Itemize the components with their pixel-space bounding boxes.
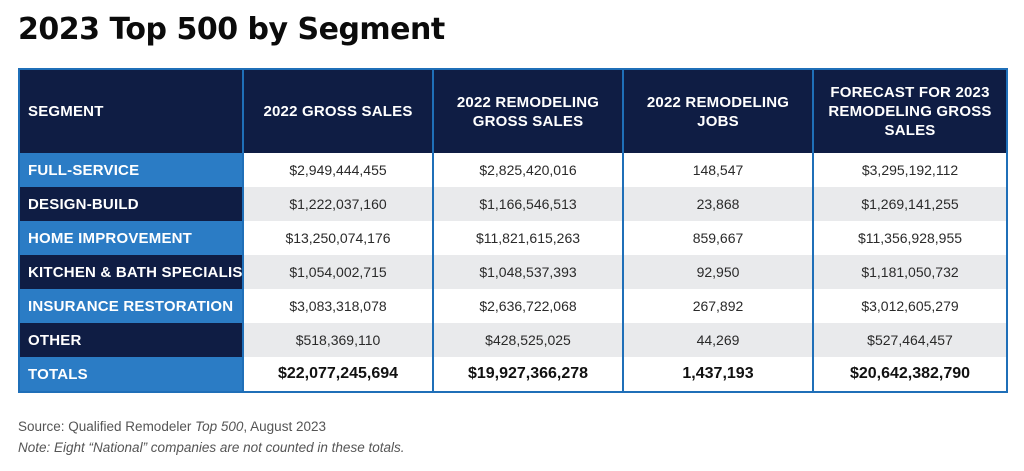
gross-sales-cell: $2,949,444,455	[242, 153, 434, 187]
source-date: , August 2023	[243, 419, 326, 434]
chart-title: 2023 Top 500 by Segment	[18, 12, 445, 47]
remodeling-jobs-cell: 148,547	[622, 153, 814, 187]
column-header-remodeling-jobs: 2022 REMODELING JOBS	[622, 68, 814, 153]
table-row: INSURANCE RESTORATION $3,083,318,078 $2,…	[18, 289, 1008, 323]
table-row: DESIGN-BUILD $1,222,037,160 $1,166,546,5…	[18, 187, 1008, 221]
forecast-cell: $3,295,192,112	[812, 153, 1008, 187]
total-remodeling-jobs-cell: 1,437,193	[622, 357, 814, 393]
forecast-cell: $11,356,928,955	[812, 221, 1008, 255]
column-header-forecast: FORECAST FOR 2023 REMODELING GROSS SALES	[812, 68, 1008, 153]
exclusion-note: Note: Eight “National” companies are not…	[18, 440, 405, 455]
segment-label: FULL-SERVICE	[18, 153, 244, 187]
total-forecast-cell: $20,642,382,790	[812, 357, 1008, 393]
forecast-cell: $1,269,141,255	[812, 187, 1008, 221]
segment-label: HOME IMPROVEMENT	[18, 221, 244, 255]
total-remodeling-sales-cell: $19,927,366,278	[432, 357, 624, 393]
forecast-cell: $1,181,050,732	[812, 255, 1008, 289]
column-header-remodeling-gross-sales: 2022 REMODELING GROSS SALES	[432, 68, 624, 153]
totals-label: TOTALS	[18, 357, 244, 393]
footnotes: Source: Qualified Remodeler Top 500, Aug…	[18, 416, 404, 458]
gross-sales-cell: $1,054,002,715	[242, 255, 434, 289]
table-row: HOME IMPROVEMENT $13,250,074,176 $11,821…	[18, 221, 1008, 255]
source-publication: Top 500	[195, 419, 244, 434]
remodeling-sales-cell: $1,048,537,393	[432, 255, 624, 289]
segment-label: DESIGN-BUILD	[18, 187, 244, 221]
segment-label: OTHER	[18, 323, 244, 357]
source-prefix: Source: Qualified Remodeler	[18, 419, 196, 434]
remodeling-sales-cell: $428,525,025	[432, 323, 624, 357]
table-row: OTHER $518,369,110 $428,525,025 44,269 $…	[18, 323, 1008, 357]
remodeling-jobs-cell: 859,667	[622, 221, 814, 255]
totals-row: TOTALS $22,077,245,694 $19,927,366,278 1…	[18, 357, 1008, 393]
gross-sales-cell: $1,222,037,160	[242, 187, 434, 221]
gross-sales-cell: $3,083,318,078	[242, 289, 434, 323]
remodeling-jobs-cell: 267,892	[622, 289, 814, 323]
remodeling-sales-cell: $2,825,420,016	[432, 153, 624, 187]
column-header-segment: SEGMENT	[18, 68, 244, 153]
segment-table: SEGMENT 2022 GROSS SALES 2022 REMODELING…	[18, 68, 1008, 393]
remodeling-sales-cell: $11,821,615,263	[432, 221, 624, 255]
table-row: KITCHEN & BATH SPECIALIST $1,054,002,715…	[18, 255, 1008, 289]
source-note: Source: Qualified Remodeler Top 500, Aug…	[18, 416, 404, 437]
remodeling-sales-cell: $2,636,722,068	[432, 289, 624, 323]
remodeling-jobs-cell: 92,950	[622, 255, 814, 289]
remodeling-jobs-cell: 44,269	[622, 323, 814, 357]
segment-label: INSURANCE RESTORATION	[18, 289, 244, 323]
forecast-cell: $527,464,457	[812, 323, 1008, 357]
remodeling-jobs-cell: 23,868	[622, 187, 814, 221]
total-gross-sales-cell: $22,077,245,694	[242, 357, 434, 393]
column-header-gross-sales: 2022 GROSS SALES	[242, 68, 434, 153]
forecast-cell: $3,012,605,279	[812, 289, 1008, 323]
gross-sales-cell: $518,369,110	[242, 323, 434, 357]
gross-sales-cell: $13,250,074,176	[242, 221, 434, 255]
remodeling-sales-cell: $1,166,546,513	[432, 187, 624, 221]
segment-label: KITCHEN & BATH SPECIALIST	[18, 255, 244, 289]
table-row: FULL-SERVICE $2,949,444,455 $2,825,420,0…	[18, 153, 1008, 187]
table-header-row: SEGMENT 2022 GROSS SALES 2022 REMODELING…	[18, 68, 1008, 153]
